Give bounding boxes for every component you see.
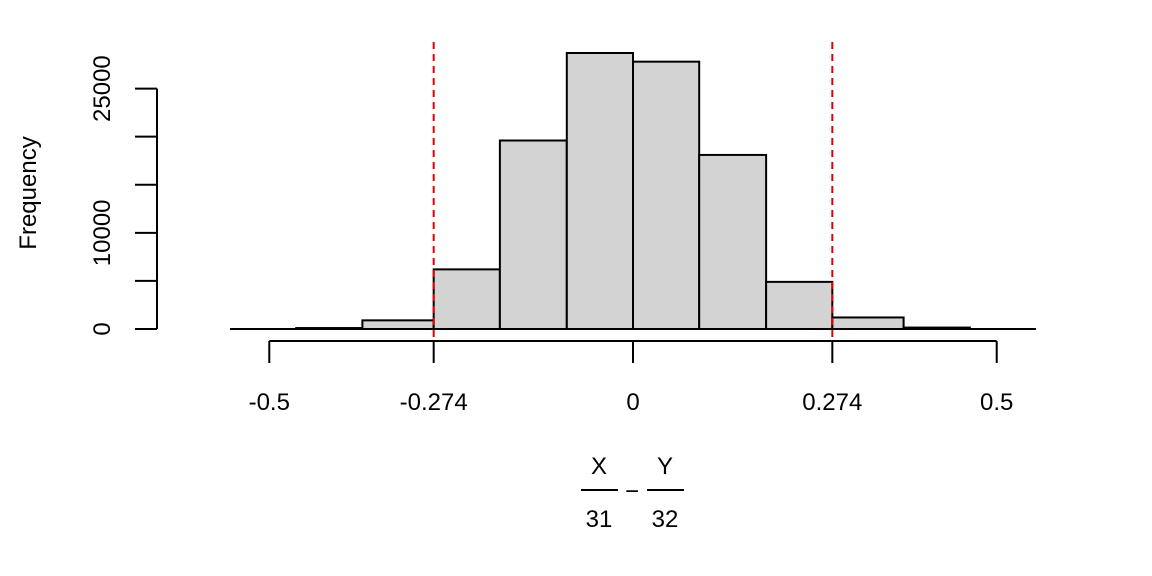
histogram-bar: [432, 268, 501, 331]
x-axis-label: X 31 − Y 32: [581, 453, 684, 533]
y-tick-label: 25000: [89, 55, 116, 122]
x-label-operator: −: [625, 478, 639, 505]
histogram-bars: [295, 52, 971, 331]
x-tick-label: -0.274: [400, 389, 468, 416]
histogram-bar: [498, 139, 568, 330]
histogram-bar: [698, 153, 768, 330]
x-tick-label: 0.274: [802, 389, 862, 416]
x-label-denominator-left: 31: [586, 506, 613, 533]
histogram-bar: [831, 316, 905, 330]
x-label-numerator-left: X: [591, 453, 607, 480]
x-tick-label: -0.5: [249, 389, 290, 416]
histogram-bar: [632, 60, 701, 330]
histogram-bar: [565, 52, 634, 330]
y-axis-label: Frequency: [15, 136, 42, 249]
y-axis: 0 10000 25000: [89, 55, 158, 336]
y-tick-label: 0: [89, 322, 116, 335]
x-tick-label: 0.5: [980, 389, 1013, 416]
histogram-bar: [361, 319, 435, 330]
x-label-denominator-right: 32: [652, 506, 679, 533]
x-label-numerator-right: Y: [657, 453, 673, 480]
histogram-bar: [765, 280, 834, 331]
reference-lines: [432, 42, 834, 340]
x-tick-label: 0: [626, 389, 639, 416]
x-axis: -0.5 -0.274 0 0.274 0.5: [249, 340, 1013, 416]
y-tick-label: 10000: [89, 199, 116, 266]
